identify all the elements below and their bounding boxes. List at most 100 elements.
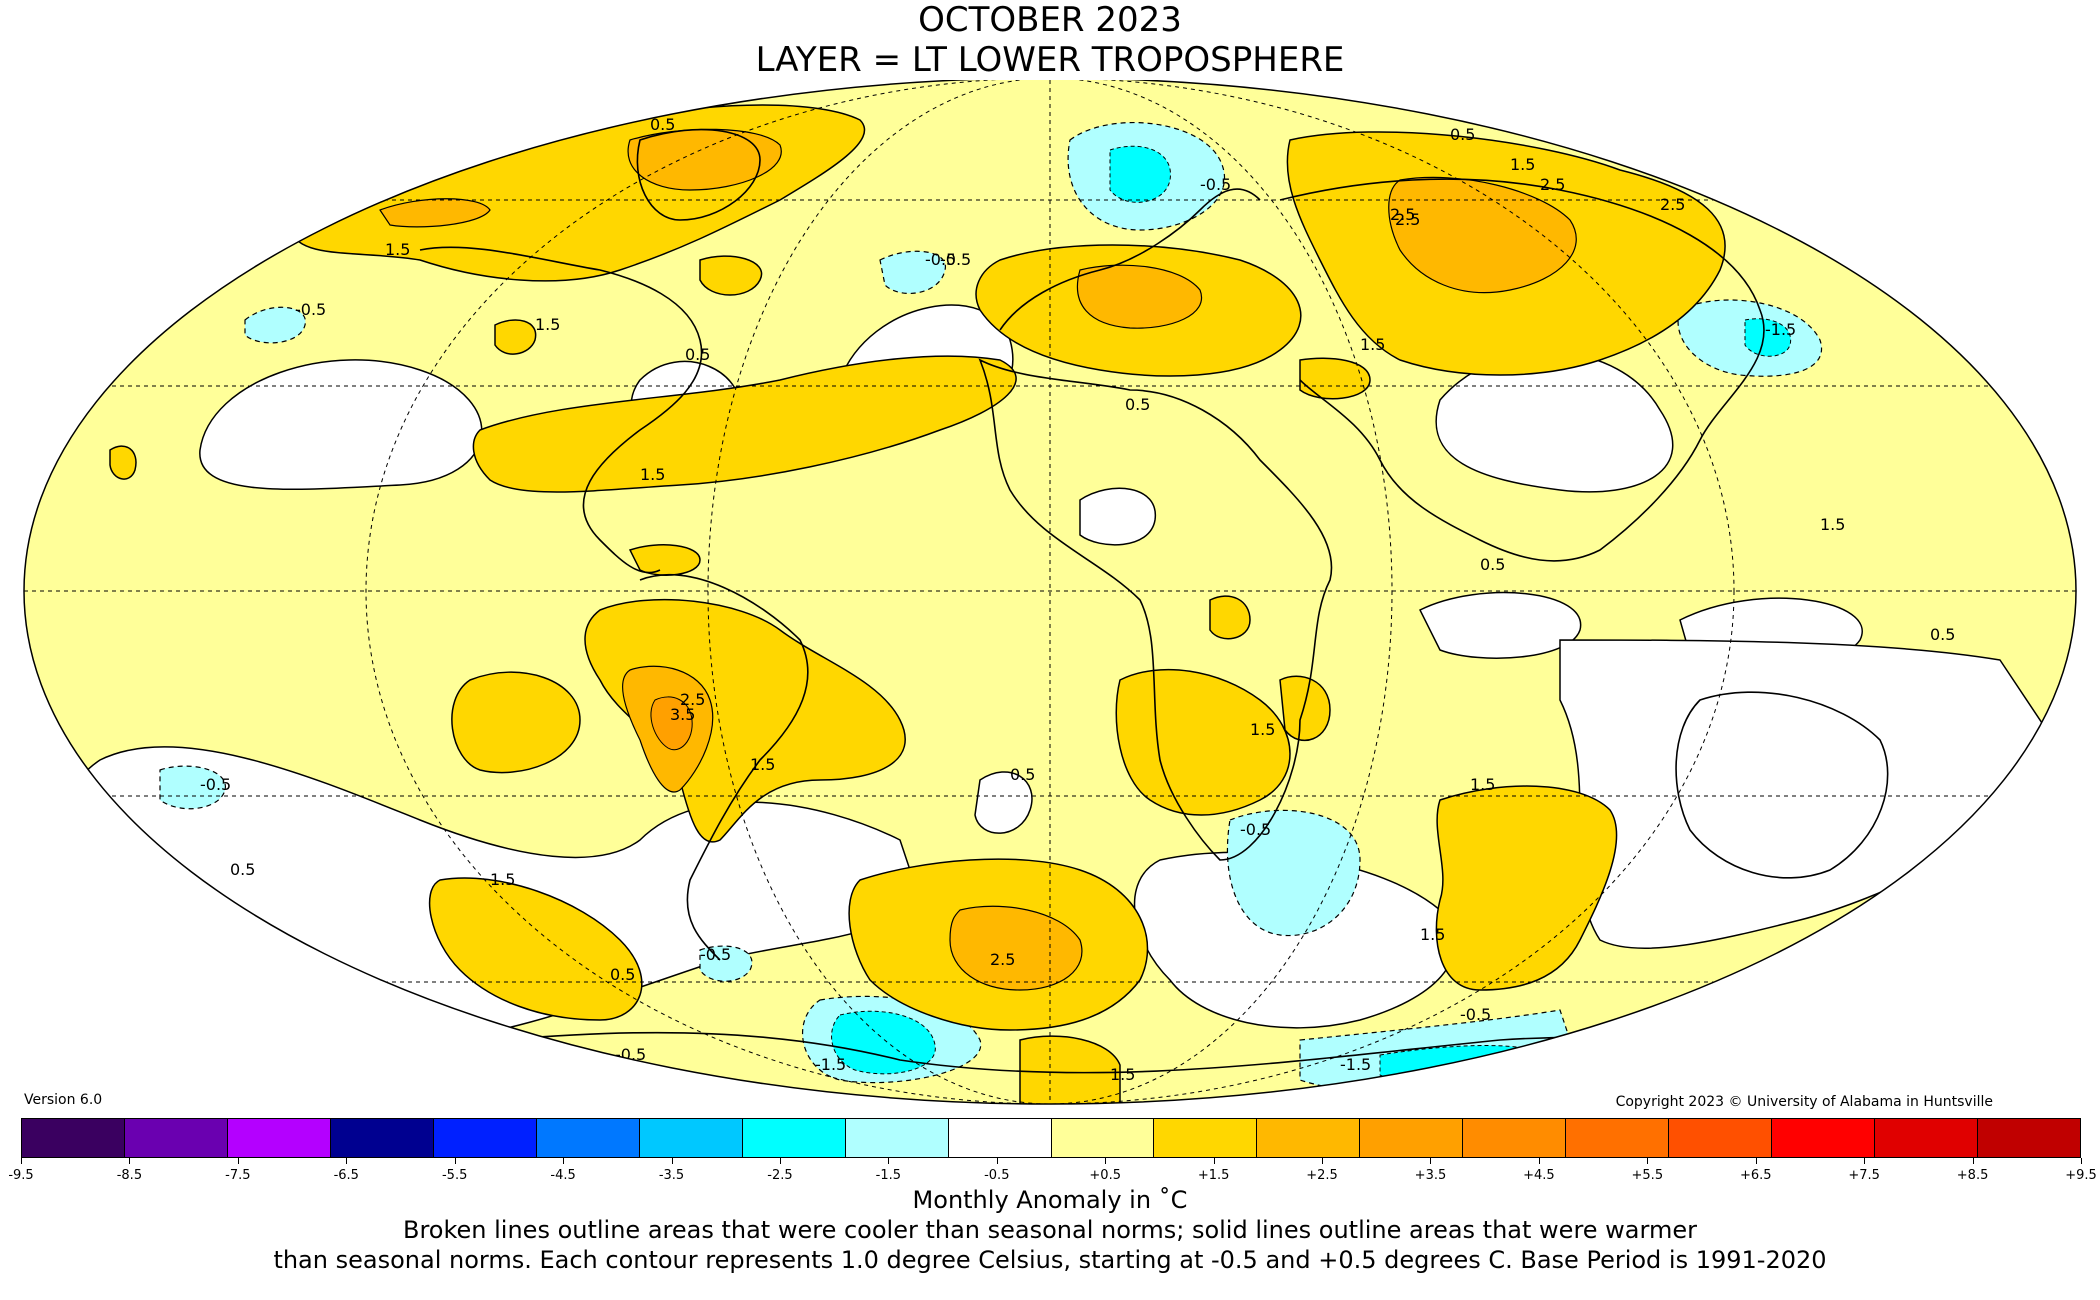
warm-region-mexico — [494, 319, 537, 355]
colorbar-tick-mark — [671, 1158, 673, 1164]
contour-label: -1.5 — [1340, 1055, 1371, 1074]
cool-region-drake-passage — [699, 945, 753, 982]
colorbar-cell — [845, 1119, 949, 1157]
colorbar-cell — [433, 1119, 537, 1157]
coast-europe — [999, 188, 1261, 331]
contour-label: -0.5 — [700, 945, 731, 964]
chart-title-line2: LAYER = LT LOWER TROPOSPHERE — [755, 40, 1345, 80]
white-region-sahara — [1079, 487, 1156, 546]
colorbar-cell — [639, 1119, 743, 1157]
contour-label: -0.5 — [200, 775, 231, 794]
colorbar-tick-label: -2.5 — [767, 1168, 793, 1183]
colorbar-cell — [1566, 1119, 1670, 1157]
colorbar-tick-mark — [1213, 1158, 1215, 1164]
contour-label: 1.5 — [1360, 335, 1385, 354]
colorbar-cell — [22, 1119, 125, 1157]
colorbar-tick-mark — [237, 1158, 239, 1164]
colorbar-cell — [742, 1119, 846, 1157]
coast-south-america — [639, 574, 809, 961]
cool-region-canada — [879, 250, 946, 294]
colorbar-tick-label: +7.5 — [1848, 1168, 1880, 1183]
cool-core-scandinavia — [1109, 145, 1171, 203]
colorbar-tick-label: -7.5 — [225, 1168, 251, 1183]
colorbar-tick-label: +2.5 — [1306, 1168, 1338, 1183]
coast-north-america — [419, 246, 703, 574]
chart-title-line1: OCTOBER 2023 — [918, 0, 1182, 40]
colorbar-tick-label: +6.5 — [1739, 1168, 1772, 1183]
contour-label: 0.5 — [1125, 395, 1150, 414]
colorbar-tick-mark — [1538, 1158, 1540, 1164]
colorbar-tick-label: +4.5 — [1523, 1168, 1555, 1183]
colorbar-cell — [1360, 1119, 1464, 1157]
contour-label: 0.5 — [610, 965, 635, 984]
colorbar-cell — [1772, 1119, 1876, 1157]
colorbar-tick-mark — [1972, 1158, 1974, 1164]
contour-label: 0.5 — [1930, 625, 1955, 644]
contour-label: 2.5 — [1660, 195, 1685, 214]
warm-region-south-pacific-east — [451, 671, 581, 774]
colorbar-tick-label: +1.5 — [1197, 1168, 1230, 1183]
contour-label: -0.5 — [1460, 1005, 1491, 1024]
colorbar-tick-label: +0.5 — [1089, 1168, 1121, 1183]
colorbar-ticks: -9.5 -8.5 -7.5 -6.5 -5.5 -4.5 -3.5 -2.5 -1.5 -0.5… — [8, 1158, 2097, 1188]
warm-region-east-africa — [1209, 595, 1251, 640]
contour-label: 1.5 — [1420, 925, 1445, 944]
contour-label: 1.5 — [1820, 515, 1845, 534]
colorbar-tick-mark — [1864, 1158, 1866, 1164]
contour-label: 0.5 — [1480, 555, 1505, 574]
warm-region-south-indian — [1435, 785, 1618, 991]
colorbar-cell — [536, 1119, 640, 1157]
version-label: Version 6.0 — [24, 1092, 103, 1108]
colorbar-tick-mark — [1105, 1158, 1107, 1164]
warm-region-caribbean — [628, 544, 701, 576]
colorbar-tick-mark — [346, 1158, 348, 1164]
contour-label: 1.5 — [490, 870, 515, 889]
colorbar-cell — [1978, 1119, 2081, 1157]
contour-label: -0.5 — [1200, 175, 1231, 194]
contour-label: 1.5 — [640, 465, 665, 484]
warm-core-siberia — [1388, 176, 1577, 294]
cool-region-north-pacific — [244, 306, 306, 344]
cool-region-south-pacific — [159, 765, 226, 810]
contour-label: 1.5 — [1470, 775, 1495, 794]
contour-label: 2.5 — [1390, 205, 1415, 224]
colorbar-tick-mark — [454, 1158, 456, 1164]
coast-asia — [1279, 178, 1765, 562]
gridline-meridian-120 — [365, 80, 1735, 1104]
copyright-label: Copyright 2023 © University of Alabama i… — [1615, 1094, 1993, 1110]
colorbar-tick-label: -6.5 — [333, 1168, 359, 1183]
graticule — [24, 80, 2076, 1104]
warm-region-hudson — [699, 255, 763, 296]
gridline-meridian-60 — [707, 80, 1393, 1104]
colorbar-cell — [330, 1119, 434, 1157]
colorbar-tick-label: +3.5 — [1414, 1168, 1447, 1183]
colorbar-tick-mark — [1430, 1158, 1432, 1164]
contour-label: 1.5 — [1110, 1065, 1135, 1084]
warm-region-south-america — [584, 598, 906, 843]
colorbar-cell — [124, 1119, 228, 1157]
colorbar-tick-label: -1.5 — [875, 1168, 902, 1183]
colorbar-tick-label: -0.5 — [984, 1168, 1010, 1183]
contour-label: 1.5 — [385, 240, 410, 259]
warm-region-southern-africa — [1115, 668, 1291, 816]
white-region-east-indian — [1559, 639, 2076, 949]
colorbar-cell — [1051, 1119, 1155, 1157]
colorbar — [21, 1118, 2081, 1158]
colorbar-tick-mark — [563, 1158, 565, 1164]
colorbar-tick-mark — [1322, 1158, 1324, 1164]
contour-label: 0.5 — [1010, 765, 1035, 784]
contour-label: 0.5 — [1450, 125, 1475, 144]
cool-core-ross-sea — [1379, 1045, 1551, 1088]
contour-label: -1.5 — [815, 1055, 846, 1074]
colorbar-tick-label: -8.5 — [116, 1168, 143, 1183]
contour-label: 2.5 — [680, 690, 705, 709]
warm-core-bolivia-max — [650, 696, 693, 751]
globe-outline — [23, 80, 2077, 1105]
contour-labels: 0.5 -0.5 1.5 2.5 -1.5 3.5 1.5 0.5 -0.5 2… — [200, 115, 1955, 1084]
colorbar-cell — [1669, 1119, 1773, 1157]
contour-label: 3.5 — [670, 705, 695, 724]
caption-line2: than seasonal norms. Each contour repres… — [273, 1246, 1827, 1274]
contour-label: 1.5 — [1250, 720, 1275, 739]
caption-line1: Broken lines outline areas that were coo… — [403, 1216, 1697, 1244]
warm-region-south-pacific — [428, 877, 643, 1021]
